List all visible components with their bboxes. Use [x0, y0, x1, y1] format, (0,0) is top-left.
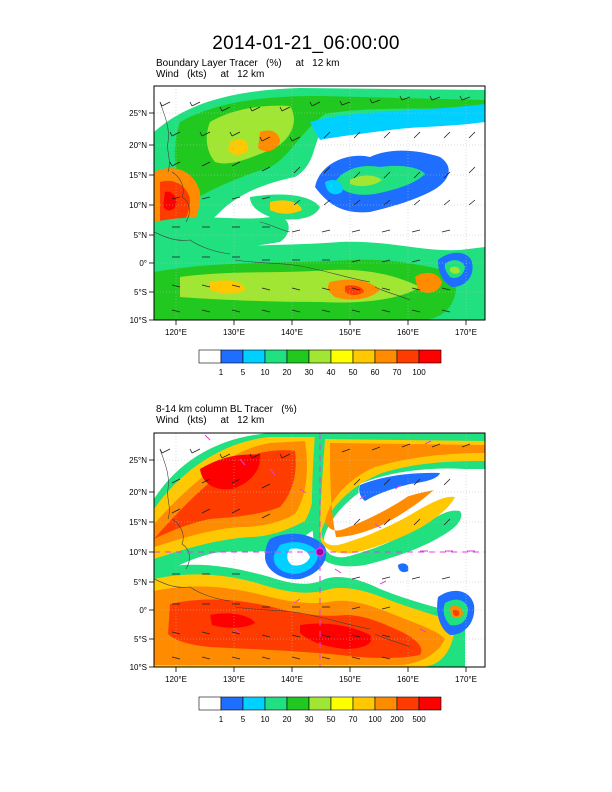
colorbar-swatch — [330, 349, 354, 364]
panel1-lat-label: 0° — [139, 259, 147, 268]
panel2-lon-label: 140°E — [281, 675, 303, 684]
colorbar-swatch — [264, 696, 288, 711]
panel1-colorbar-label: 20 — [283, 368, 292, 377]
panel2-lon-label: 170°E — [455, 675, 477, 684]
panel1-colorbar-label: 40 — [327, 368, 336, 377]
panel2-tracer-field — [154, 433, 485, 667]
panel2-lat-label: 15°N — [129, 518, 147, 527]
panel1-frame — [153, 85, 486, 321]
colorbar-swatch — [396, 349, 420, 364]
colorbar-swatch — [330, 696, 354, 711]
panel1-label-line2: Wind (kts) at 12 km — [156, 69, 265, 80]
panel1-colorbar-label: 100 — [412, 368, 426, 377]
colorbar-swatch — [374, 696, 398, 711]
colorbar-swatch — [352, 696, 376, 711]
panel2-lon-label: 150°E — [339, 675, 361, 684]
panel2-map: 25°N 20°N 15°N 10°N 5°N 0° 5°S 10°S 120°… — [129, 432, 486, 684]
panel1-lon-label: 170°E — [455, 328, 477, 337]
panel2-label-line2: Wind (kts) at 12 km — [156, 415, 265, 426]
panel1-colorbar-label: 60 — [371, 368, 380, 377]
panel1-gridlines — [154, 86, 485, 320]
panel1-tracer-field — [154, 88, 485, 320]
panel1-lat-label: 25°N — [129, 109, 147, 118]
panel1-colorbar-boxes — [198, 349, 442, 364]
colorbar-swatch — [242, 349, 266, 364]
colorbar-swatch — [242, 696, 266, 711]
colorbar-swatch — [418, 349, 442, 364]
panel1-colorbar: 1 5 10 20 30 40 50 60 70 100 — [198, 349, 442, 377]
colorbar-swatch — [220, 349, 244, 364]
panel1-lat-label: 15°N — [129, 171, 147, 180]
panel1-colorbar-label: 10 — [261, 368, 270, 377]
panel2-colorbar-label: 10 — [261, 715, 270, 724]
panel2-lat-label: 20°N — [129, 488, 147, 497]
panel2-lat-label: 0° — [139, 606, 147, 615]
panel2-lat-label: 5°N — [134, 578, 148, 587]
panel2-lon-label: 160°E — [397, 675, 419, 684]
panel1-wind-barbs — [159, 95, 476, 313]
colorbar-swatch — [396, 696, 420, 711]
panel1-lat-label: 5°N — [134, 231, 148, 240]
panel1-lat-label: 10°N — [129, 201, 147, 210]
panel2-colorbar-label: 30 — [305, 715, 314, 724]
panel2-colorbar-label: 5 — [241, 715, 246, 724]
panel2-colorbar-label: 50 — [327, 715, 336, 724]
panel1-lon-label: 150°E — [339, 328, 361, 337]
panel2-colorbar-boxes — [198, 696, 442, 711]
panel1-colorbar-label: 1 — [219, 368, 224, 377]
panel1-lat-label: 10°S — [130, 316, 147, 325]
panel1-colorbar-label: 50 — [349, 368, 358, 377]
panel1-lon-label: 120°E — [165, 328, 187, 337]
colorbar-swatch — [220, 696, 244, 711]
panel1-map: 25°N 20°N 15°N 10°N 5°N 0° 5°S 10°S 120°… — [129, 85, 486, 337]
colorbar-swatch — [286, 349, 310, 364]
panel2-release-point-marker — [315, 547, 325, 557]
panel1-lon-label: 130°E — [223, 328, 245, 337]
panel1-coastlines — [153, 101, 411, 301]
panel2-lat-label: 5°S — [134, 635, 147, 644]
page-title: 2014-01-21_06:00:00 — [212, 33, 400, 54]
panel1-lon-label: 140°E — [281, 328, 303, 337]
colorbar-swatch — [308, 349, 332, 364]
colorbar-swatch — [418, 696, 442, 711]
panel1-lon-label: 160°E — [397, 328, 419, 337]
panel2-colorbar-label: 200 — [390, 715, 404, 724]
colorbar-swatch — [286, 696, 310, 711]
panel2-lon-label: 120°E — [165, 675, 187, 684]
panel2-colorbar: 1 5 10 20 30 50 70 100 200 500 — [198, 696, 442, 724]
panel1-colorbar-label: 70 — [393, 368, 402, 377]
panel2-lat-label: 10°S — [130, 663, 147, 672]
panel2-colorbar-label: 100 — [368, 715, 382, 724]
panel1-label-line1: Boundary Layer Tracer (%) at 12 km — [156, 58, 340, 69]
panel2-colorbar-label: 500 — [412, 715, 426, 724]
panel1-colorbar-label: 30 — [305, 368, 314, 377]
panel2-frame — [153, 432, 486, 668]
panel1-lat-label: 20°N — [129, 141, 147, 150]
panel2-colorbar-label: 1 — [219, 715, 224, 724]
colorbar-swatch — [198, 349, 222, 364]
panel2-lat-label: 25°N — [129, 456, 147, 465]
panel2-wind-barbs — [159, 443, 471, 660]
colorbar-swatch — [352, 349, 376, 364]
panel1-colorbar-label: 5 — [241, 368, 246, 377]
colorbar-swatch — [308, 696, 332, 711]
panel2-coastlines — [153, 448, 411, 648]
panel2-label-line1: 8-14 km column BL Tracer (%) — [156, 404, 297, 415]
panel2-lat-label: 10°N — [129, 548, 147, 557]
panel2-lon-label: 130°E — [223, 675, 245, 684]
colorbar-swatch — [374, 349, 398, 364]
colorbar-swatch — [264, 349, 288, 364]
panel2-colorbar-label: 20 — [283, 715, 292, 724]
panel2-colorbar-label: 70 — [349, 715, 358, 724]
colorbar-swatch — [198, 696, 222, 711]
panel1-lat-label: 5°S — [134, 288, 147, 297]
